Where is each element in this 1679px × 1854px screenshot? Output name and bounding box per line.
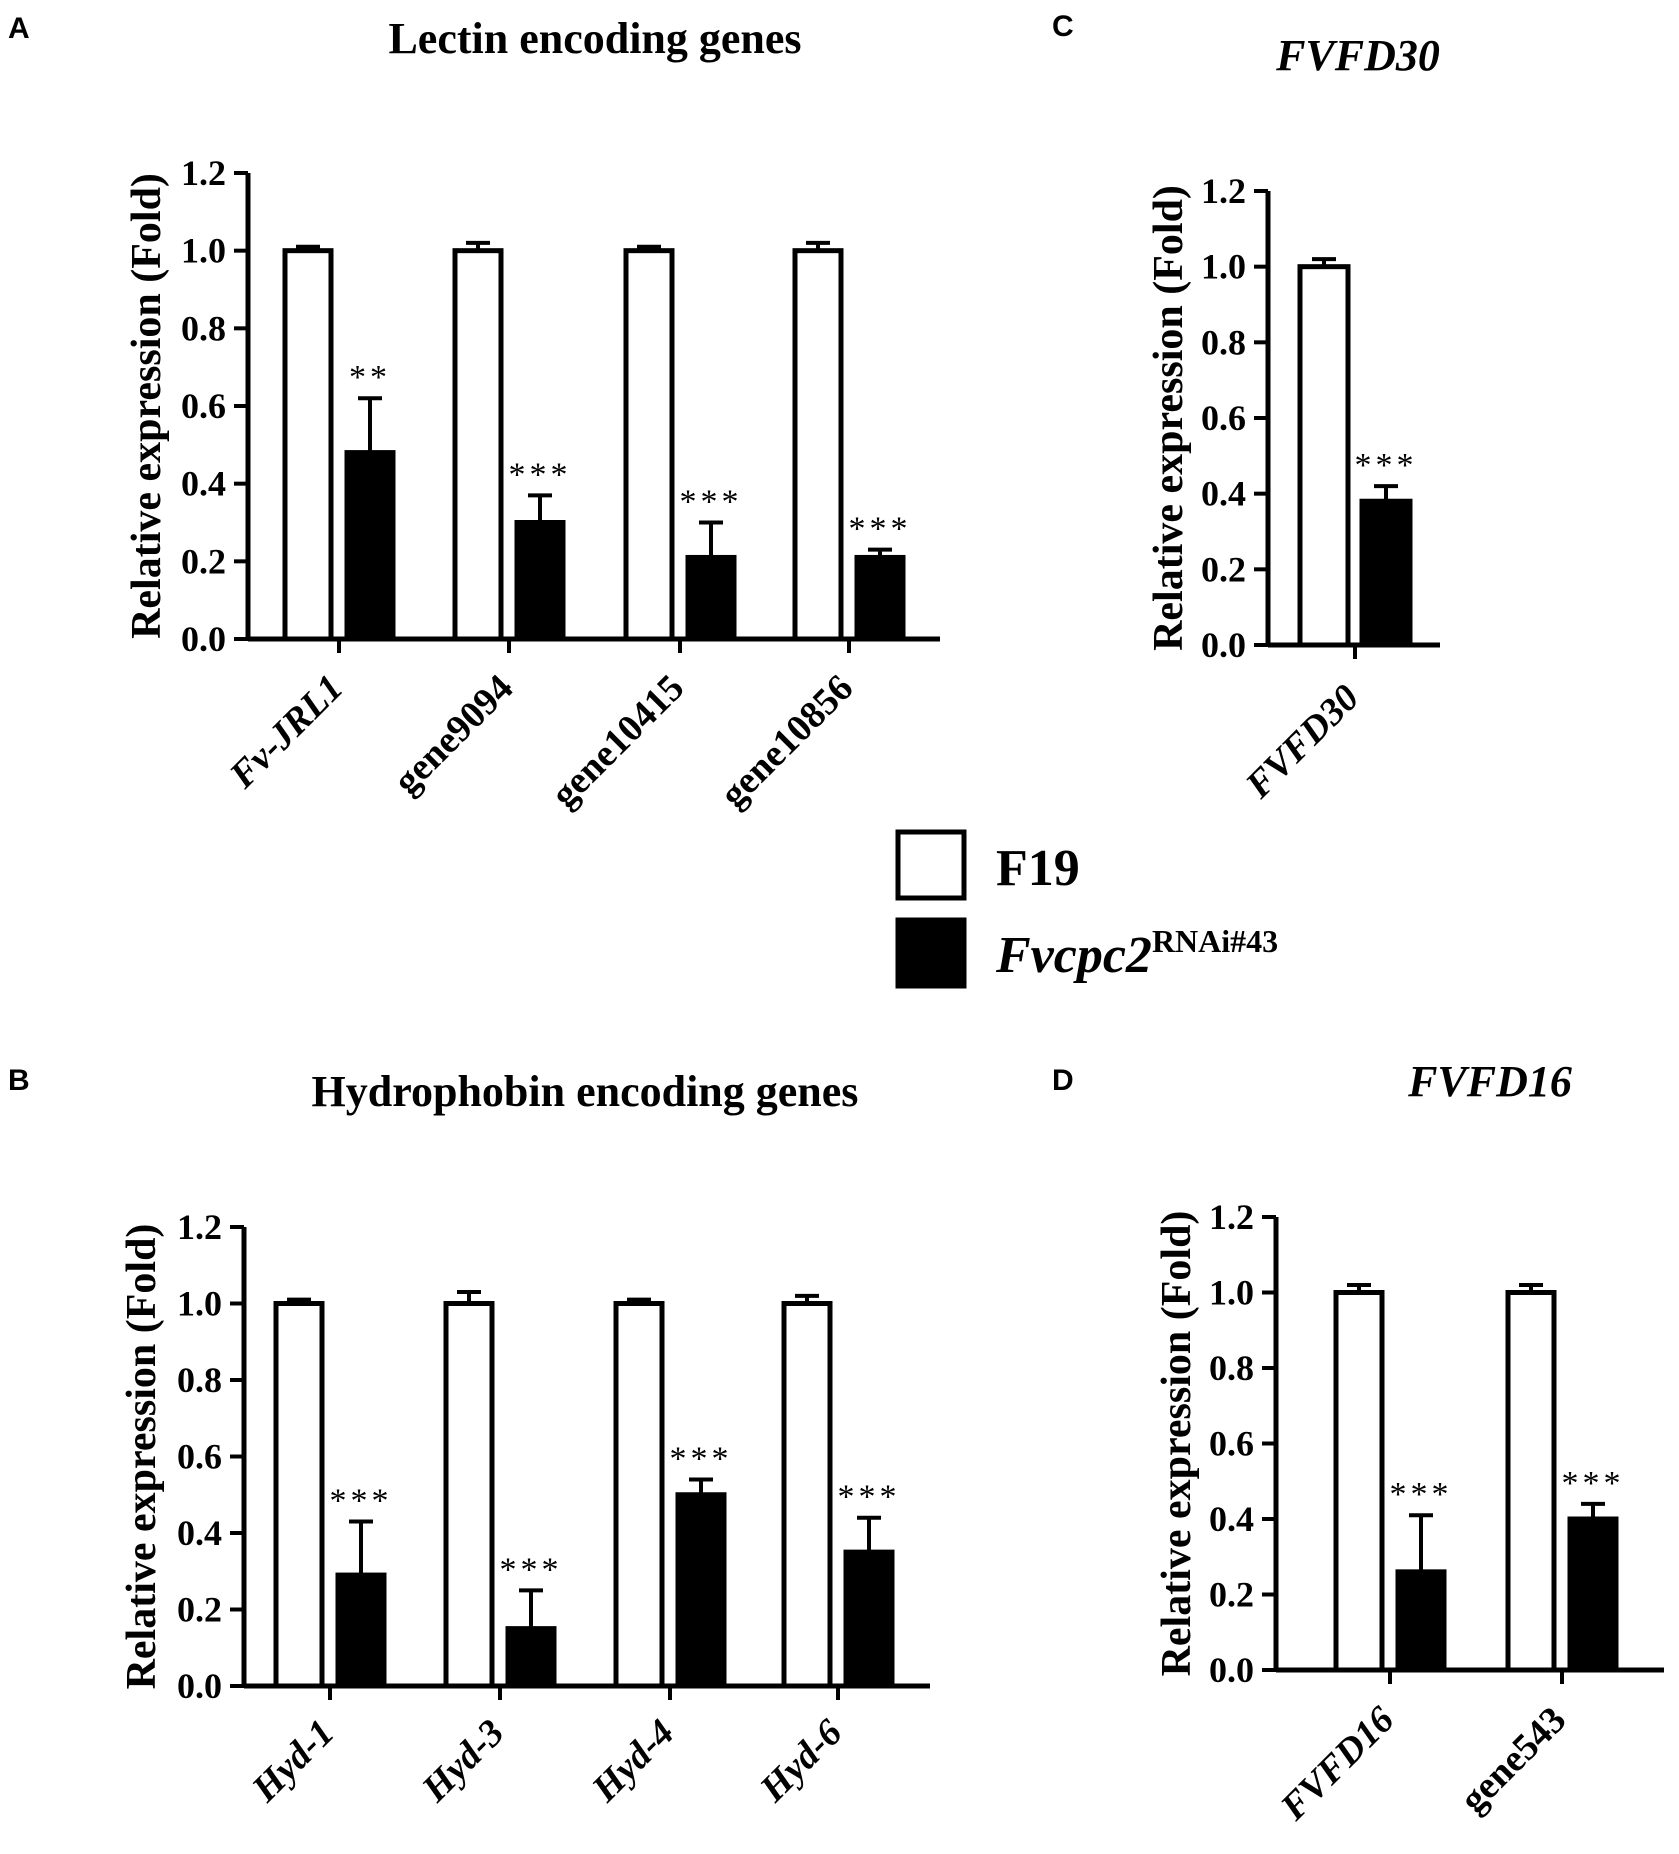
significance-marker: ** [349,359,391,396]
y-tick-label: 1.2 [1209,1197,1254,1237]
y-axis-title: Relative expression (Fold) [1146,185,1192,651]
y-tick-label: 1.2 [1201,171,1246,211]
significance-marker: *** [1562,1465,1625,1502]
y-tick-label: 1.0 [181,231,226,271]
bar-f19 [282,248,334,642]
y-tick-label: 0.8 [177,1360,222,1400]
y-tick-label: 0.8 [181,308,226,348]
x-category-label: FVFD16 [1272,1699,1402,1829]
y-tick-label: 0.8 [1201,322,1246,362]
bar-fvcpc2 [1567,1516,1619,1673]
panel-letter-c: C [1052,10,1074,43]
x-category-label: FVFD30 [1237,677,1367,807]
x-category-label: Hyd-4 [583,1712,682,1811]
x-category-label: Hyd-3 [413,1712,512,1811]
legend-label-fvcpc2: Fvcpc2RNAi#43 [995,923,1278,984]
y-tick-label: 1.0 [177,1284,222,1324]
bar-fvcpc2 [1395,1569,1447,1673]
bar-fvcpc2 [854,554,906,642]
y-tick-label: 0.4 [177,1513,222,1553]
y-tick-label: 0.6 [181,386,226,426]
legend-swatch-f19 [895,829,967,901]
x-category-label: gene9094 [386,667,522,803]
legend-label-fvcpc2-main: Fvcpc2 [995,927,1152,984]
panel-c-title: FVFD30 [1275,31,1440,80]
y-tick-label: 0.6 [1209,1424,1254,1464]
bar-f19 [1505,1290,1557,1673]
chart-panel-b: 0.0 0.2 0.4 0.6 0.8 1.0 1.2 Relative expression… [119,1207,930,1811]
significance-marker: *** [680,484,743,521]
x-category-label: Hyd-6 [751,1712,850,1811]
y-tick-label: 1.0 [1209,1273,1254,1313]
significance-marker: *** [838,1479,901,1516]
panel-d-title: FVFD16 [1407,1057,1572,1106]
x-category-label: Hyd-1 [243,1712,342,1811]
y-tick-label: 0.0 [181,619,226,659]
panel-a-title: Lectin encoding genes [388,14,801,63]
legend-label-fvcpc2-sup: RNAi#43 [1152,923,1278,959]
bar-f19 [623,248,675,642]
significance-marker: *** [500,1551,563,1588]
y-tick-label: 1.2 [181,153,226,193]
bar-f19 [443,1301,495,1689]
bar-f19 [792,248,844,642]
y-tick-label: 0.2 [177,1590,222,1630]
y-tick-label: 0.2 [1201,549,1246,589]
y-axis-title: Relative expression (Fold) [1154,1211,1200,1677]
significance-marker: *** [1355,447,1418,484]
significance-marker: *** [509,456,572,493]
y-axis-title: Relative expression (Fold) [119,1224,165,1690]
significance-marker: *** [330,1483,393,1520]
y-tick-label: 0.8 [1209,1348,1254,1388]
y-tick-label: 0.4 [1209,1499,1254,1539]
bar-f19 [1333,1290,1385,1673]
y-tick-label: 0.4 [181,464,226,504]
bar-fvcpc2 [1359,498,1413,648]
bar-fvcpc2 [335,1572,387,1689]
bar-fvcpc2 [344,450,396,642]
panel-letter-d: D [1052,1064,1074,1097]
x-category-label: gene10856 [712,667,861,816]
bar-fvcpc2 [843,1549,895,1689]
significance-marker: *** [849,511,912,548]
panel-b-title: Hydrophobin encoding genes [312,1067,859,1116]
bar-fvcpc2 [685,554,737,642]
x-category-label: gene543 [1452,1699,1574,1821]
significance-marker: *** [1390,1476,1453,1513]
bar-f19 [273,1301,325,1689]
y-tick-label: 0.2 [181,541,226,581]
panel-letter-a: A [8,12,30,45]
legend-label-f19: F19 [996,840,1080,897]
legend: F19 Fvcpc2RNAi#43 [895,829,1278,989]
y-tick-label: 1.2 [177,1207,222,1247]
y-tick-label: 0.6 [1201,398,1246,438]
y-tick-label: 0.0 [1201,625,1246,665]
bar-f19 [613,1301,665,1689]
y-tick-label: 0.0 [177,1666,222,1706]
y-tick-label: 0.4 [1201,474,1246,514]
bar-f19 [1297,264,1351,648]
chart-panel-a: 0.0 0.2 0.4 0.6 0.8 1.0 1.2 Relative expression… [124,153,940,816]
y-tick-label: 0.2 [1209,1575,1254,1615]
panel-letter-b: B [8,1064,30,1097]
bar-fvcpc2 [505,1626,557,1689]
y-axis-title: Relative expression (Fold) [124,173,170,639]
y-tick-label: 0.6 [177,1437,222,1477]
significance-marker: *** [670,1440,733,1477]
bar-fvcpc2 [675,1492,727,1689]
x-category-label: Fv-JRL1 [221,667,351,797]
bar-fvcpc2 [514,520,566,642]
bar-f19 [781,1301,833,1689]
y-tick-label: 0.0 [1209,1650,1254,1690]
legend-swatch-fvcpc2 [895,917,967,989]
bar-f19 [452,248,504,642]
x-category-label: gene10415 [543,667,692,816]
y-tick-label: 1.0 [1201,247,1246,287]
